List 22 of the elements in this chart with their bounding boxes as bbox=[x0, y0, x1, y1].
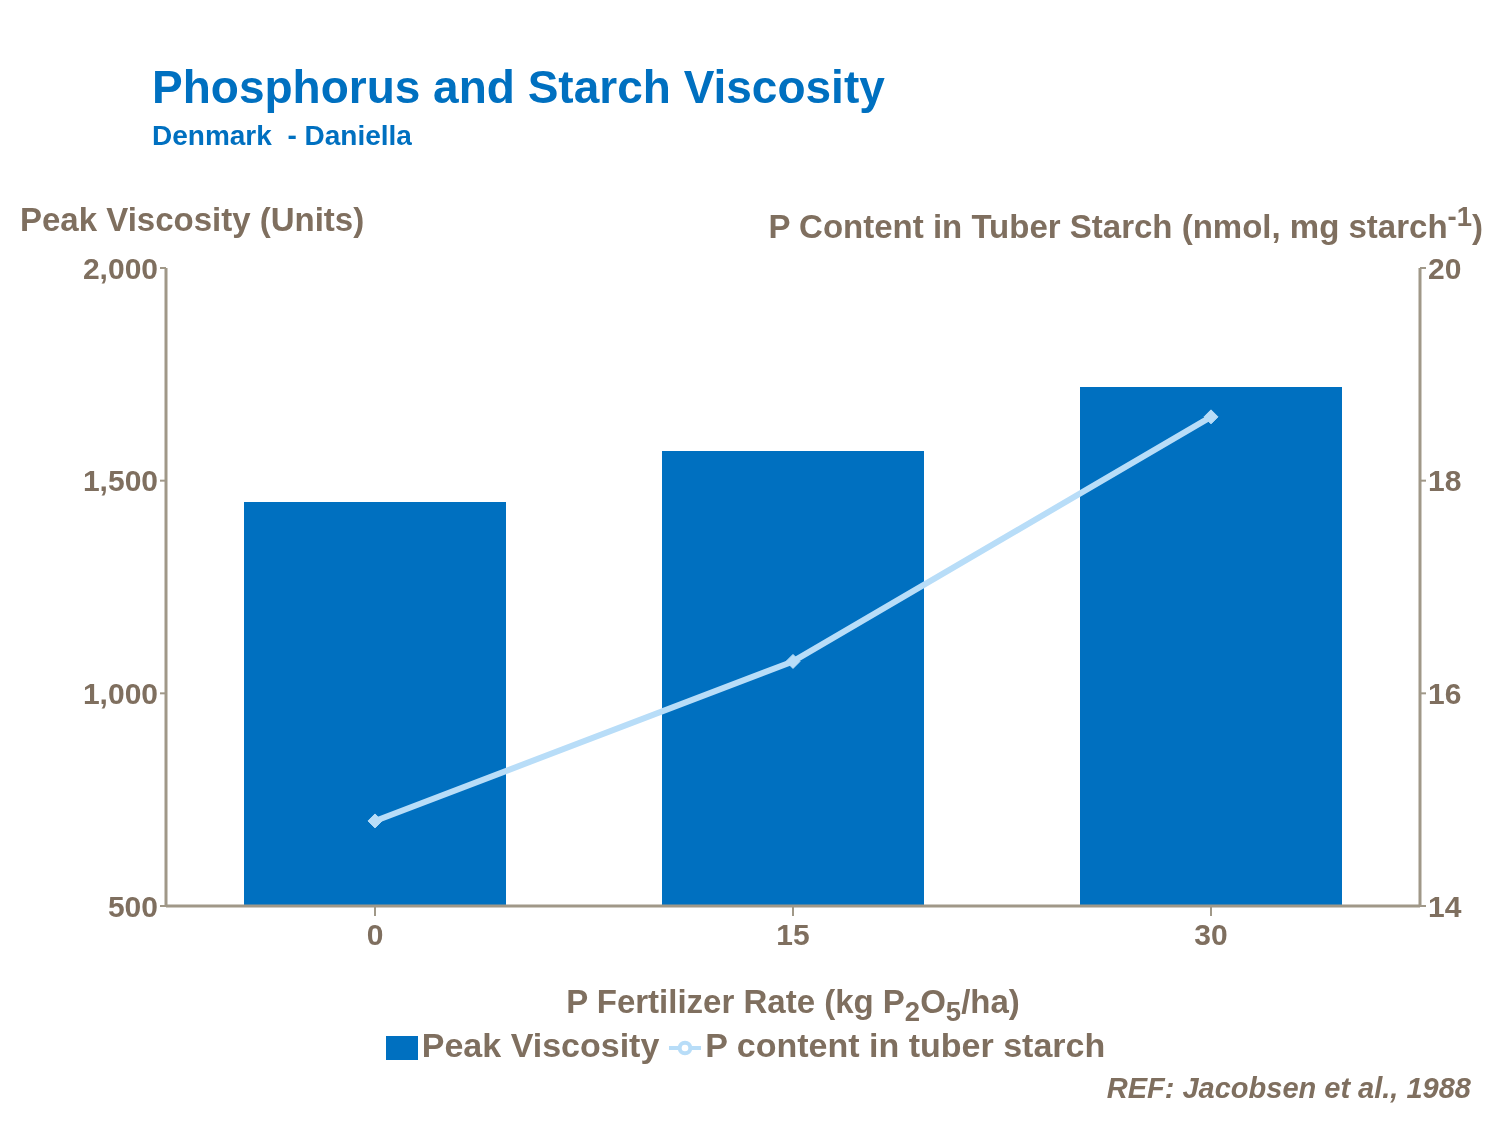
point bbox=[367, 813, 383, 829]
y-tick-label: 500 bbox=[107, 889, 158, 923]
point bbox=[785, 653, 801, 669]
y2-tick-label: 14 bbox=[1428, 889, 1462, 923]
text: REF: Jacobsen et al., 1988 bbox=[1106, 1072, 1471, 1105]
y-axis-title: Peak Viscosity (Units) bbox=[20, 201, 365, 239]
legend-label: Peak Viscosity bbox=[421, 1026, 660, 1064]
chart-title: Phosphorus and Starch Viscosity bbox=[152, 60, 885, 114]
y2-axis-title: P Content in Tuber Starch (nmol, mg starch$^{-1}$) bbox=[768, 201, 1483, 246]
point bbox=[1203, 409, 1219, 425]
y2-tick-label: 18 bbox=[1428, 464, 1462, 498]
x-tick-label: 30 bbox=[1194, 918, 1228, 952]
y-tick-label: 2,000 bbox=[82, 251, 158, 285]
x-tick-label: 15 bbox=[776, 918, 810, 952]
y2-tick-label: 20 bbox=[1428, 251, 1462, 285]
y2-tick-label: 16 bbox=[1428, 676, 1462, 710]
x-axis-title: P Fertilizer Rate (kg P$_{2}$O$_{5}$/ha) bbox=[565, 983, 1021, 1028]
y-tick-label: 1,500 bbox=[82, 464, 158, 498]
x-tick-label: 0 bbox=[366, 918, 384, 952]
y-tick-label: 1,000 bbox=[82, 676, 158, 710]
chart-subtitle: Denmark - Daniella bbox=[152, 120, 412, 152]
legend-label: P content in tuber starch bbox=[705, 1026, 1106, 1064]
